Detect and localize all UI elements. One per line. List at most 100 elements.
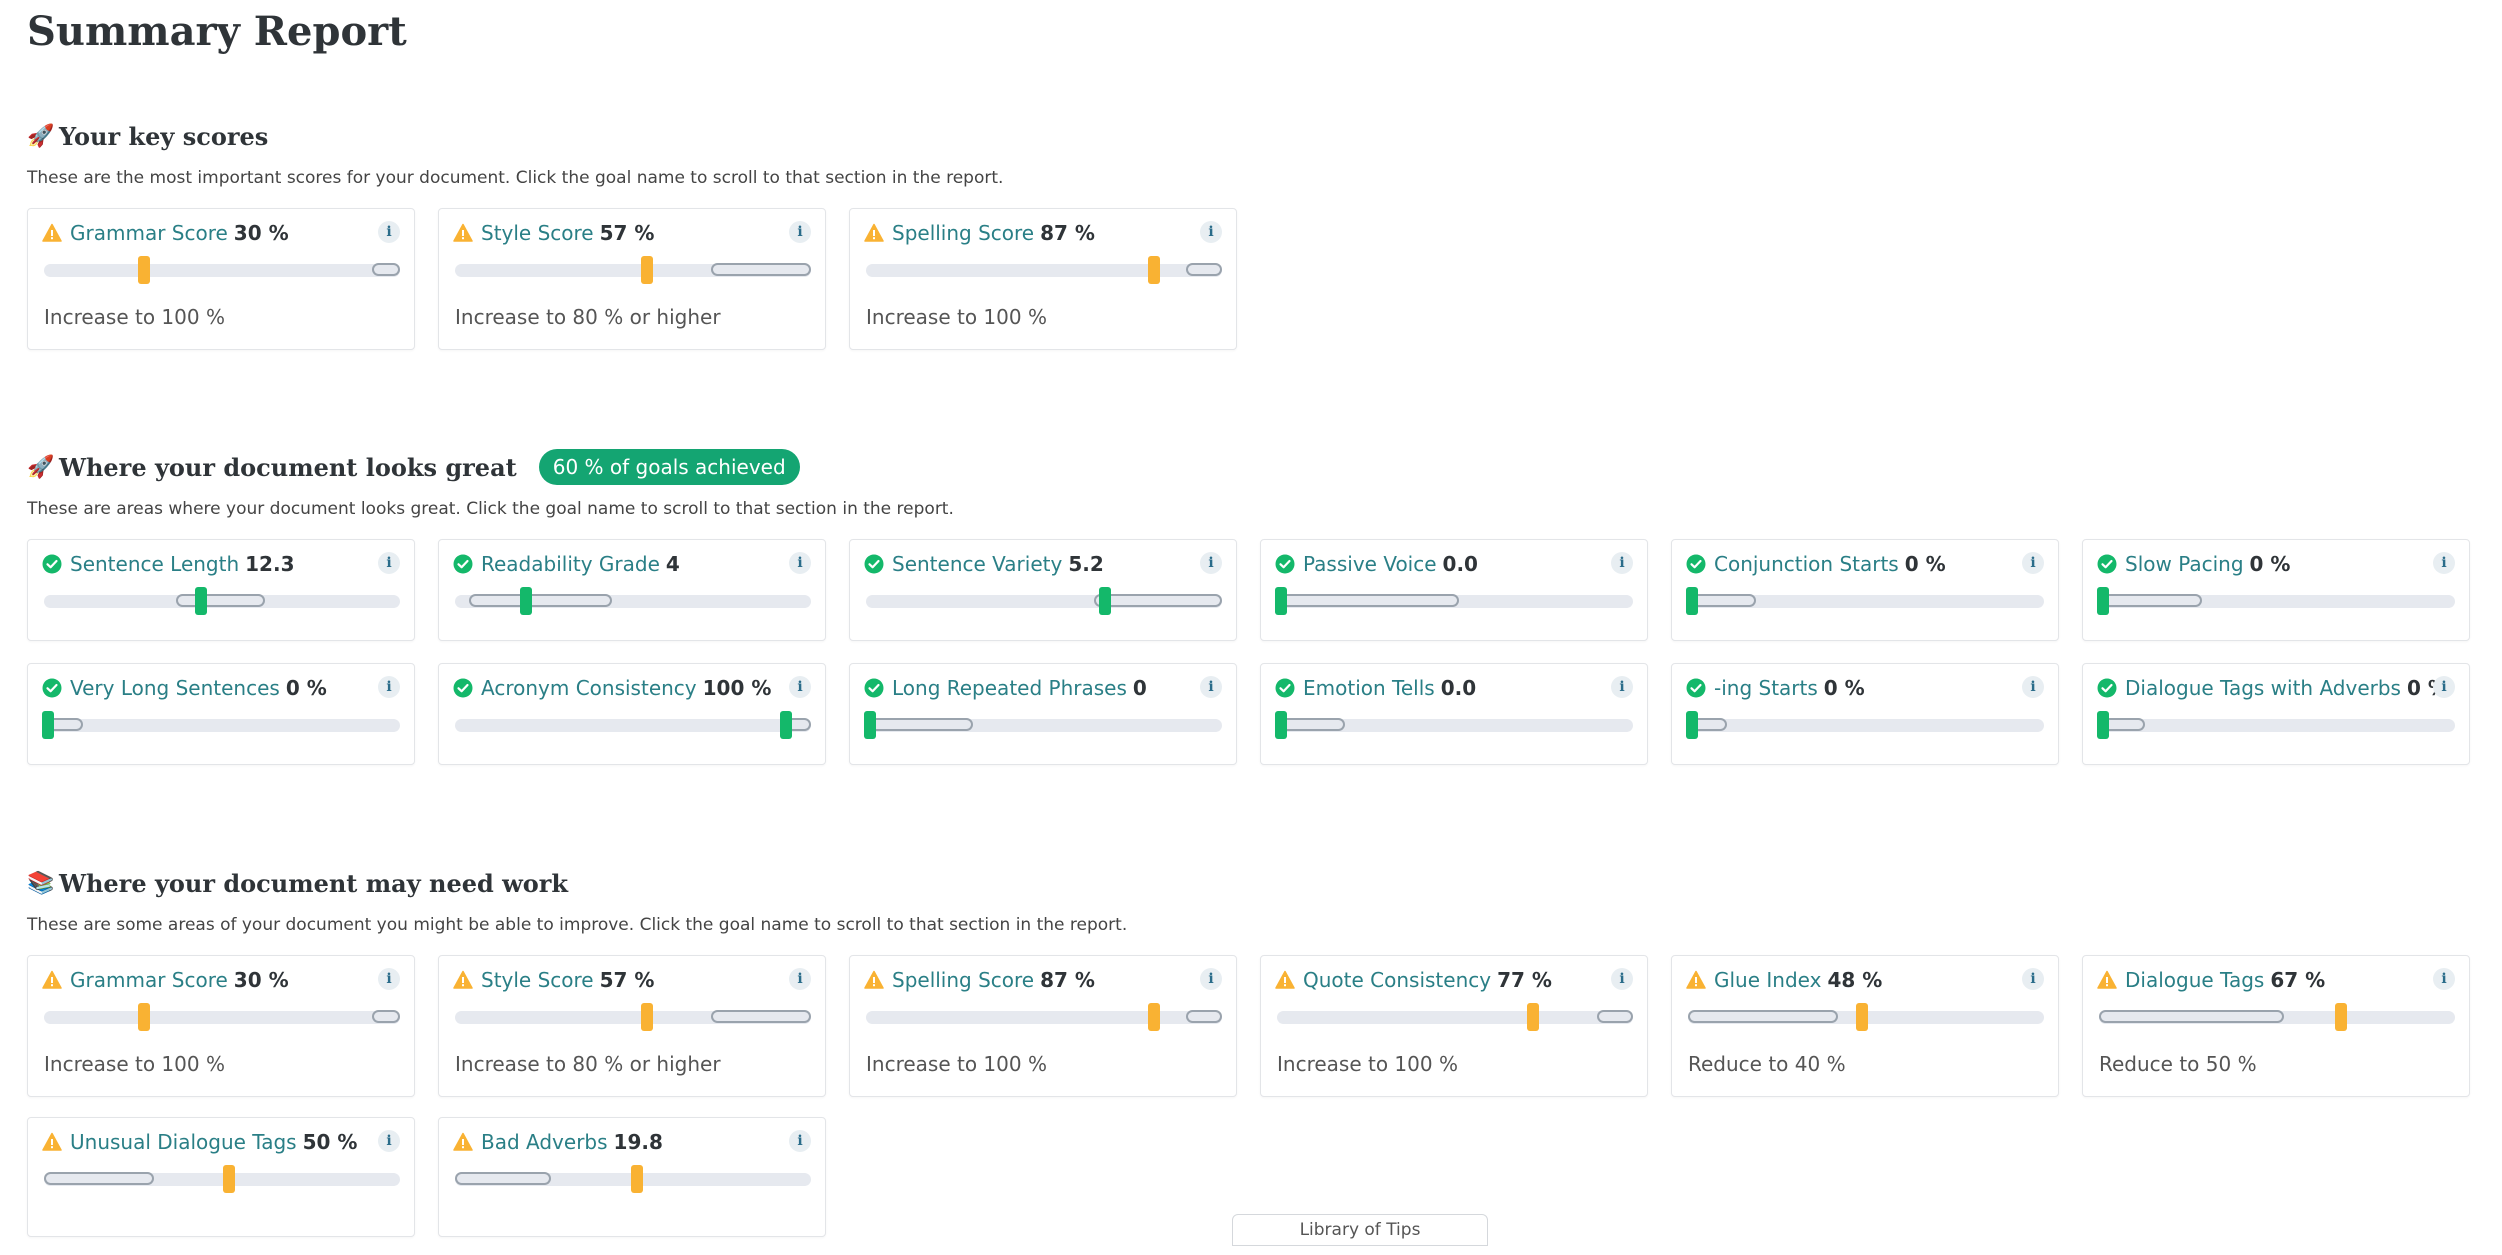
- score-track: [455, 1165, 811, 1193]
- goal-name-link[interactable]: Spelling Score: [892, 968, 1035, 992]
- goal-name-link[interactable]: Quote Consistency: [1303, 968, 1492, 992]
- info-icon[interactable]: i: [1611, 676, 1633, 698]
- goals-achieved-badge: 60 % of goals achieved: [538, 449, 800, 485]
- check-circle-icon: [1275, 678, 1295, 698]
- goal-name-link[interactable]: Slow Pacing: [2125, 552, 2244, 576]
- score-marker: [2096, 711, 2109, 739]
- goal-value: 30 %: [233, 968, 289, 992]
- card-header: Emotion Tells 0.0: [1275, 676, 1476, 700]
- target-range: [1597, 1010, 1633, 1023]
- target-range: [1688, 1010, 1838, 1023]
- info-icon[interactable]: i: [2433, 676, 2455, 698]
- score-track: [1685, 711, 2044, 739]
- card-header: Grammar Score 30 %: [42, 221, 289, 245]
- target-range: [1277, 718, 1345, 731]
- goal-value: 5.2: [1068, 552, 1104, 576]
- score-track: [1277, 1003, 1633, 1031]
- warning-triangle-icon: [864, 970, 884, 990]
- score-marker: [1274, 587, 1287, 615]
- info-icon[interactable]: i: [378, 968, 400, 990]
- info-icon[interactable]: i: [378, 676, 400, 698]
- goal-name-link[interactable]: Passive Voice: [1303, 552, 1437, 576]
- goal-value: 87 %: [1040, 968, 1095, 992]
- info-icon[interactable]: i: [2022, 968, 2044, 990]
- info-icon[interactable]: i: [789, 552, 811, 574]
- info-icon[interactable]: i: [378, 552, 400, 574]
- score-track: [866, 1003, 1222, 1031]
- score-track: [863, 711, 1222, 739]
- goal-name-link[interactable]: Long Repeated Phrases: [892, 676, 1127, 700]
- goal-target: Increase to 100 %: [44, 305, 225, 329]
- warning-triangle-icon: [1275, 970, 1295, 990]
- score-marker: [641, 256, 654, 284]
- info-icon[interactable]: i: [1200, 676, 1222, 698]
- goal-value: 0 %: [2249, 552, 2291, 576]
- score-marker: [1685, 587, 1698, 615]
- goal-target: Increase to 80 % or higher: [455, 1052, 721, 1076]
- info-icon[interactable]: i: [2022, 676, 2044, 698]
- card-header: Readability Grade 4: [453, 552, 680, 576]
- info-icon[interactable]: i: [1611, 552, 1633, 574]
- info-icon[interactable]: i: [378, 1130, 400, 1152]
- info-icon[interactable]: i: [789, 968, 811, 990]
- info-icon[interactable]: i: [378, 221, 400, 243]
- goal-name-link[interactable]: Spelling Score: [892, 221, 1035, 245]
- goal-card: Unusual Dialogue Tags 50 % i: [27, 1117, 415, 1237]
- goal-name-link[interactable]: Dialogue Tags: [2125, 968, 2265, 992]
- warning-triangle-icon: [42, 1132, 62, 1152]
- info-icon[interactable]: i: [789, 1130, 811, 1152]
- warning-triangle-icon: [864, 223, 884, 243]
- rocket-icon: 🚀: [27, 454, 55, 480]
- goal-name-link[interactable]: Glue Index: [1714, 968, 1822, 992]
- goal-name-link[interactable]: Grammar Score: [70, 968, 228, 992]
- info-icon[interactable]: i: [1611, 968, 1633, 990]
- info-icon[interactable]: i: [2433, 552, 2455, 574]
- target-range: [175, 594, 265, 607]
- goal-name-link[interactable]: Bad Adverbs: [481, 1130, 608, 1154]
- info-icon[interactable]: i: [2433, 968, 2455, 990]
- score-track: [1274, 587, 1633, 615]
- goal-name-link[interactable]: Grammar Score: [70, 221, 228, 245]
- goal-value: 0 %: [1904, 552, 1946, 576]
- goal-name-link[interactable]: Unusual Dialogue Tags: [70, 1130, 297, 1154]
- info-icon[interactable]: i: [1200, 552, 1222, 574]
- target-range: [371, 1010, 400, 1023]
- goal-card: Emotion Tells 0.0 i: [1260, 663, 1648, 765]
- goal-name-link[interactable]: -ing Starts: [1714, 676, 1818, 700]
- score-track: [1274, 711, 1633, 739]
- card-grid: Grammar Score 30 % i Increase to 100 % Style…: [27, 955, 2487, 1255]
- check-circle-icon: [453, 554, 473, 574]
- card-header: Sentence Length 12.3: [42, 552, 295, 576]
- warning-triangle-icon: [453, 1132, 473, 1152]
- goal-card: Conjunction Starts 0 % i: [1671, 539, 2059, 641]
- card-header: Glue Index 48 %: [1686, 968, 1882, 992]
- goal-name-link[interactable]: Style Score: [481, 968, 594, 992]
- warning-triangle-icon: [453, 970, 473, 990]
- info-icon[interactable]: i: [789, 676, 811, 698]
- score-marker: [630, 1165, 643, 1193]
- score-marker: [2096, 587, 2109, 615]
- goal-name-link[interactable]: Dialogue Tags with Adverbs: [2125, 676, 2401, 700]
- goal-name-link[interactable]: Style Score: [481, 221, 594, 245]
- score-marker: [1098, 587, 1111, 615]
- goal-name-link[interactable]: Sentence Length: [70, 552, 240, 576]
- goal-card: Style Score 57 % i Increase to 80 % or high…: [438, 955, 826, 1097]
- goal-card: Passive Voice 0.0 i: [1260, 539, 1648, 641]
- score-track: [2096, 711, 2455, 739]
- goal-value: 87 %: [1040, 221, 1095, 245]
- card-header: Spelling Score 87 %: [864, 221, 1095, 245]
- goal-name-link[interactable]: Conjunction Starts: [1714, 552, 1899, 576]
- goal-name-link[interactable]: Acronym Consistency: [481, 676, 697, 700]
- check-circle-icon: [453, 678, 473, 698]
- info-icon[interactable]: i: [1200, 221, 1222, 243]
- goal-name-link[interactable]: Sentence Variety: [892, 552, 1063, 576]
- info-icon[interactable]: i: [789, 221, 811, 243]
- goal-name-link[interactable]: Very Long Sentences: [70, 676, 280, 700]
- score-track: [44, 256, 400, 284]
- score-track: [1688, 1003, 2044, 1031]
- info-icon[interactable]: i: [2022, 552, 2044, 574]
- goal-name-link[interactable]: Readability Grade: [481, 552, 660, 576]
- info-icon[interactable]: i: [1200, 968, 1222, 990]
- goal-name-link[interactable]: Emotion Tells: [1303, 676, 1435, 700]
- library-of-tips-tab[interactable]: Library of Tips: [1232, 1214, 1488, 1246]
